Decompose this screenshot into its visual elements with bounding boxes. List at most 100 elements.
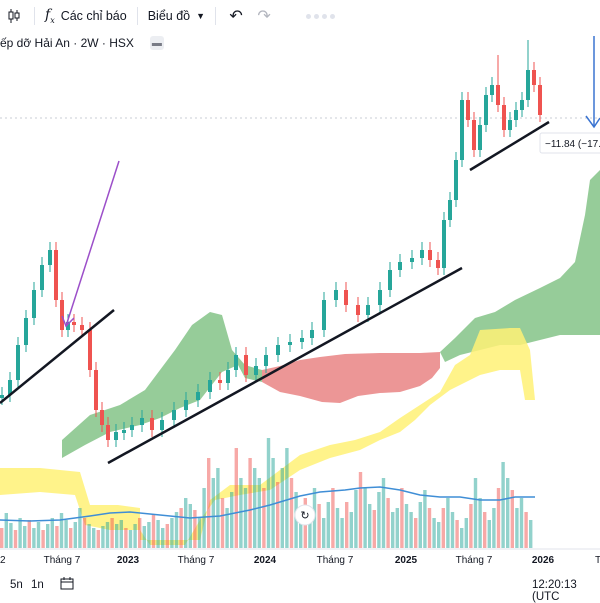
volume-bar [391,512,395,548]
volume-bar [115,524,119,548]
candle [32,290,36,318]
measure-arrow-head [585,115,600,129]
volume-bar [36,522,41,548]
volume-bar [478,498,482,548]
candle [196,392,200,400]
volume-bar [211,478,215,548]
candle [300,338,304,342]
volume-bar [335,508,340,548]
candle [538,85,542,115]
volume-bar [450,512,455,548]
x-tick-label: 2 [0,555,6,566]
candle [218,380,222,383]
volume-bar [386,498,390,548]
calendar-icon[interactable] [60,576,74,593]
volume-bar [119,520,123,548]
volume-bar [464,518,468,548]
volume-bar [193,510,197,548]
volume-bar [363,488,367,548]
volume-bar [23,526,27,548]
candle [40,265,44,290]
volume-bar [372,510,376,548]
candle [356,305,360,315]
volume-bar [41,530,45,548]
candle [264,355,268,366]
candle [484,95,488,125]
x-tick-label: Tháng 7 [317,555,354,566]
candle [478,125,482,150]
candle [490,85,494,95]
range-5n-button[interactable]: 5n [10,579,23,591]
reset-button[interactable] [294,504,316,526]
volume-bar [404,504,409,548]
x-tick-label: 2026 [532,555,555,566]
x-tick-label: Tháng 7 [456,555,493,566]
volume-bar [322,518,326,548]
candle [208,380,212,392]
candle [244,355,248,375]
volume-bar [69,528,73,548]
volume-bar [358,472,363,548]
volume-bar [441,508,445,548]
volume-bar [110,518,114,548]
volume-bar [331,488,335,548]
toolbar-divider [136,7,138,25]
candle [100,410,104,425]
volume-bar [248,458,252,548]
candle [16,345,20,380]
chart-canvas[interactable]: −11.84 (−17.3 ↻ 2 Tháng 7 2023 Tháng 7 2024 T… [0,0,600,575]
volume-bar [142,526,146,548]
volume-bar [262,488,266,548]
volume-bar [124,528,128,548]
candle [410,258,414,262]
indicators-label: Các chỉ báo [60,9,127,23]
toolbar-divider [34,7,35,25]
volume-bar [299,508,303,548]
volume-bar [519,498,524,548]
candle [80,325,84,330]
volume-bar [50,518,54,548]
volume-bar [82,518,87,548]
volume-bar [13,530,18,548]
chart-type-button[interactable]: Biểu đồ ▼ [144,2,209,30]
volume-bar [18,518,22,548]
indicators-button[interactable]: fx Các chỉ báo [41,2,131,30]
candle [88,330,92,370]
candle [60,300,64,330]
candle [54,250,58,300]
range-1n-button[interactable]: 1n [31,579,44,591]
x-tick-label: Tháng 7 [44,555,81,566]
candle [172,410,176,420]
trend-line [469,120,550,172]
collapse-icon[interactable]: ▬ [149,36,164,50]
more-dots-icon[interactable] [306,13,336,19]
candle [472,120,476,150]
candle [114,432,118,440]
symbol-title: ếp dỡ Hải An · 2W · HSX [0,36,134,50]
candle [122,430,126,433]
redo-icon: ↷ [257,8,271,25]
chart-legend: ếp dỡ Hải An · 2W · HSX ▬ [0,36,164,50]
candle [460,100,464,160]
volume-bar [55,526,59,548]
volume-bar [381,478,386,548]
candle [420,250,424,258]
candle [66,322,70,330]
x-tick-label: 2023 [117,555,140,566]
candlestick-icon[interactable] [0,2,28,30]
candle [454,160,458,200]
undo-icon[interactable]: ↶ [229,8,243,25]
candle [378,290,382,305]
volume-bar [138,518,142,548]
volume-bar [216,468,220,548]
candle [140,418,144,425]
volume-bar [446,498,450,548]
volume-bar [266,438,271,548]
candle [436,260,440,268]
trend-line [0,309,115,404]
candle [526,70,530,100]
candle [150,418,154,430]
volume-bar [487,520,491,548]
volume-ma-line [0,486,535,522]
candle [72,322,76,325]
